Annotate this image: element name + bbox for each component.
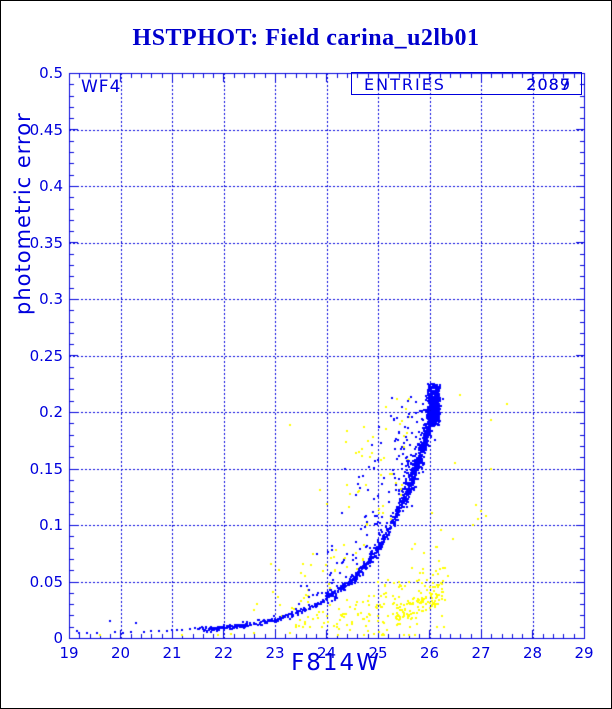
y-tick-label-0.05: 0.05 [29,572,63,591]
entries-stats-box: ENTRIES 2087 2089 [351,72,582,95]
y-tick-label-0.45: 0.45 [29,120,63,139]
x-tick-label-29: 29 [574,644,594,662]
y-axis-label: photometric error [11,112,35,315]
x-tick-label-27: 27 [471,644,491,662]
y-tick-label-0: 0 [53,629,63,647]
x-tick-label-20: 20 [110,644,131,662]
chip-label: WF4 [81,77,122,97]
entries-value-2: 2089 [526,75,571,94]
entries-value-1: 2087 [526,75,571,94]
x-tick-label-19: 19 [59,644,79,662]
x-tick-label-25: 25 [368,644,388,662]
y-tick-label-0.25: 0.25 [29,346,63,365]
y-tick-label-0.5: 0.5 [39,64,63,82]
y-tick-label-0.35: 0.35 [29,233,63,252]
y-tick-label-0.4: 0.4 [39,177,63,195]
x-tick-label-26: 26 [419,644,440,662]
y-tick-label-0.3: 0.3 [39,290,63,308]
x-tick-label-28: 28 [522,644,543,662]
y-tick-label-0.15: 0.15 [29,459,63,478]
y-tick-label-0.2: 0.2 [39,403,63,421]
entries-values: 2087 2089 [511,75,571,94]
x-tick-label-21: 21 [162,644,182,662]
x-tick-label-22: 22 [213,644,234,662]
x-axis-label: F814W [291,650,381,676]
entries-label: ENTRIES [364,75,446,94]
x-tick-label-24: 24 [316,644,337,662]
x-tick-label-23: 23 [265,644,285,662]
page-title: HSTPHOT: Field carina_u2lb01 [132,25,480,51]
y-tick-label-0.1: 0.1 [39,516,63,534]
